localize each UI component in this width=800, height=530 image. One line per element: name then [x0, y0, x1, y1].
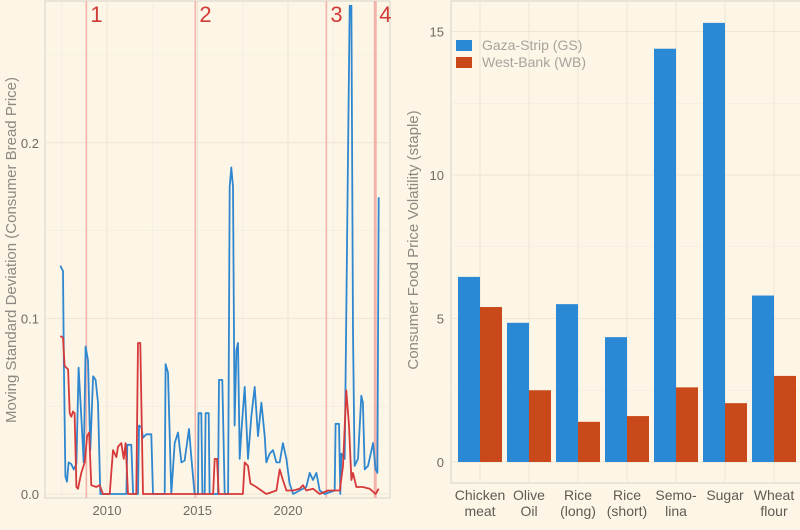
legend-swatch	[456, 40, 472, 51]
bar-west-bank	[480, 307, 502, 462]
bar-gaza-strip	[507, 322, 529, 462]
x-tick-label: Rice	[613, 487, 641, 503]
bar-west-bank	[774, 375, 796, 462]
x-tick-label: Sugar	[706, 487, 744, 503]
bar-gaza-strip	[605, 337, 627, 462]
x-tick-label: Olive	[513, 487, 545, 503]
y-tick-label: 0.2	[21, 136, 39, 151]
bar-west-bank	[725, 403, 747, 462]
y-tick-label: 0.0	[21, 487, 39, 502]
legend-label: West-Bank (WB)	[482, 54, 586, 70]
y-axis-label: Consumer Food Price Volatility (staple)	[405, 110, 422, 369]
bar-gaza-strip	[654, 48, 676, 462]
y-tick-label: 15	[430, 25, 444, 40]
bar-chart-volatility: 051015ChickenmeatOliveOilRice(long)Rice(…	[405, 0, 800, 519]
event-label: 3	[330, 2, 342, 27]
x-tick-label: (short)	[607, 503, 647, 519]
x-tick-label: lina	[665, 503, 687, 519]
x-tick-label: Oil	[520, 503, 537, 519]
event-label: 1	[90, 2, 102, 27]
x-tick-label: Rice	[564, 487, 592, 503]
plot-panel	[44, 0, 391, 499]
x-tick-label: flour	[760, 503, 788, 519]
y-axis-label: Moving Standard Deviation (Consumer Brea…	[3, 77, 20, 423]
bar-west-bank	[578, 421, 600, 462]
bar-west-bank	[676, 387, 698, 462]
x-tick-label: Wheat	[754, 487, 795, 503]
x-tick-label: (long)	[560, 503, 596, 519]
x-tick-label: meat	[464, 503, 495, 519]
bar-gaza-strip	[458, 276, 480, 462]
x-tick-label: 2010	[93, 503, 122, 518]
event-label: 4	[379, 2, 391, 27]
x-tick-label: 2015	[183, 503, 212, 518]
bar-west-bank	[627, 416, 649, 462]
bar-gaza-strip	[752, 295, 774, 462]
y-tick-label: 0.1	[21, 311, 39, 326]
y-tick-label: 10	[430, 168, 444, 183]
x-tick-label: Chicken	[455, 487, 506, 503]
series-line-red	[59, 335, 380, 495]
legend-label: Gaza-Strip (GS)	[482, 37, 582, 53]
bar-west-bank	[529, 390, 551, 462]
event-label: 2	[199, 2, 211, 27]
bar-gaza-strip	[703, 22, 725, 462]
y-tick-label: 5	[437, 312, 444, 327]
x-tick-label: Semo-	[655, 487, 697, 503]
bar-gaza-strip	[556, 304, 578, 462]
legend-swatch	[456, 57, 472, 68]
line-chart-moving-std: 0.0 0.1 0.2 2010 2015 2020 1 2 3 4 Moving Standard…	[3, 0, 391, 518]
y-tick-label: 0	[437, 455, 444, 470]
x-tick-label: 2020	[274, 503, 303, 518]
